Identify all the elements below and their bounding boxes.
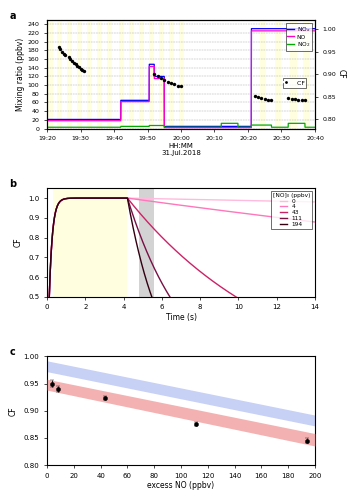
Point [73,60,79,68]
Point [172,80,177,88]
Legend:   CF: CF [283,78,307,88]
Bar [149,20,154,128]
Bar [169,20,174,128]
Bar [179,20,184,128]
Point [302,96,308,104]
Point [74,62,80,70]
X-axis label: Time (s): Time (s) [165,313,197,322]
Point [255,93,261,101]
Point [262,94,268,102]
Bar [139,188,154,297]
Point [285,94,291,102]
Bar [107,20,112,128]
Point [151,70,157,78]
Bar [129,20,134,128]
Text: b: b [9,179,17,189]
Bar [139,20,144,128]
Point [175,82,181,90]
Point [168,79,174,87]
Point [155,72,160,80]
Bar [275,20,282,128]
Point [71,58,77,66]
Y-axis label: CF: CF [9,406,18,415]
Point [58,46,63,54]
Bar [87,20,92,128]
Point [265,96,271,104]
Text: a: a [9,11,16,21]
Point [292,95,298,103]
Point [66,53,72,61]
Text: c: c [9,348,15,358]
Point [252,92,258,100]
Point [289,94,294,102]
Point [76,64,82,72]
Legend: 0, 4, 43, 111, 194: 0, 4, 43, 111, 194 [271,191,312,228]
Point [165,78,171,86]
Bar [57,20,62,128]
Point [295,96,301,104]
Point [63,52,68,60]
Point [81,66,87,74]
Point [299,96,304,104]
Bar [159,20,164,128]
X-axis label: HH:MM
31.Jul.2018: HH:MM 31.Jul.2018 [161,142,201,156]
Point [68,55,73,63]
Y-axis label: CF: CF [14,238,22,248]
Point [258,94,264,102]
Bar [303,20,310,128]
X-axis label: excess NO (ppbv): excess NO (ppbv) [147,482,215,490]
Point [269,96,274,104]
Y-axis label: CF: CF [337,70,346,79]
Bar [260,20,266,128]
Point [161,76,167,84]
Point [79,66,85,74]
Point [69,56,75,64]
Bar [290,20,296,128]
Bar [77,20,82,128]
Point [158,74,164,82]
Bar [119,20,124,128]
Point [56,43,62,51]
Point [59,48,65,56]
Point [61,50,67,58]
Point [178,82,184,90]
Bar [48,20,53,128]
Point [77,65,83,73]
Bar [67,20,72,128]
Y-axis label: Mixing ratio (ppbv): Mixing ratio (ppbv) [16,38,25,111]
Bar [97,20,102,128]
Bar [53,188,127,297]
